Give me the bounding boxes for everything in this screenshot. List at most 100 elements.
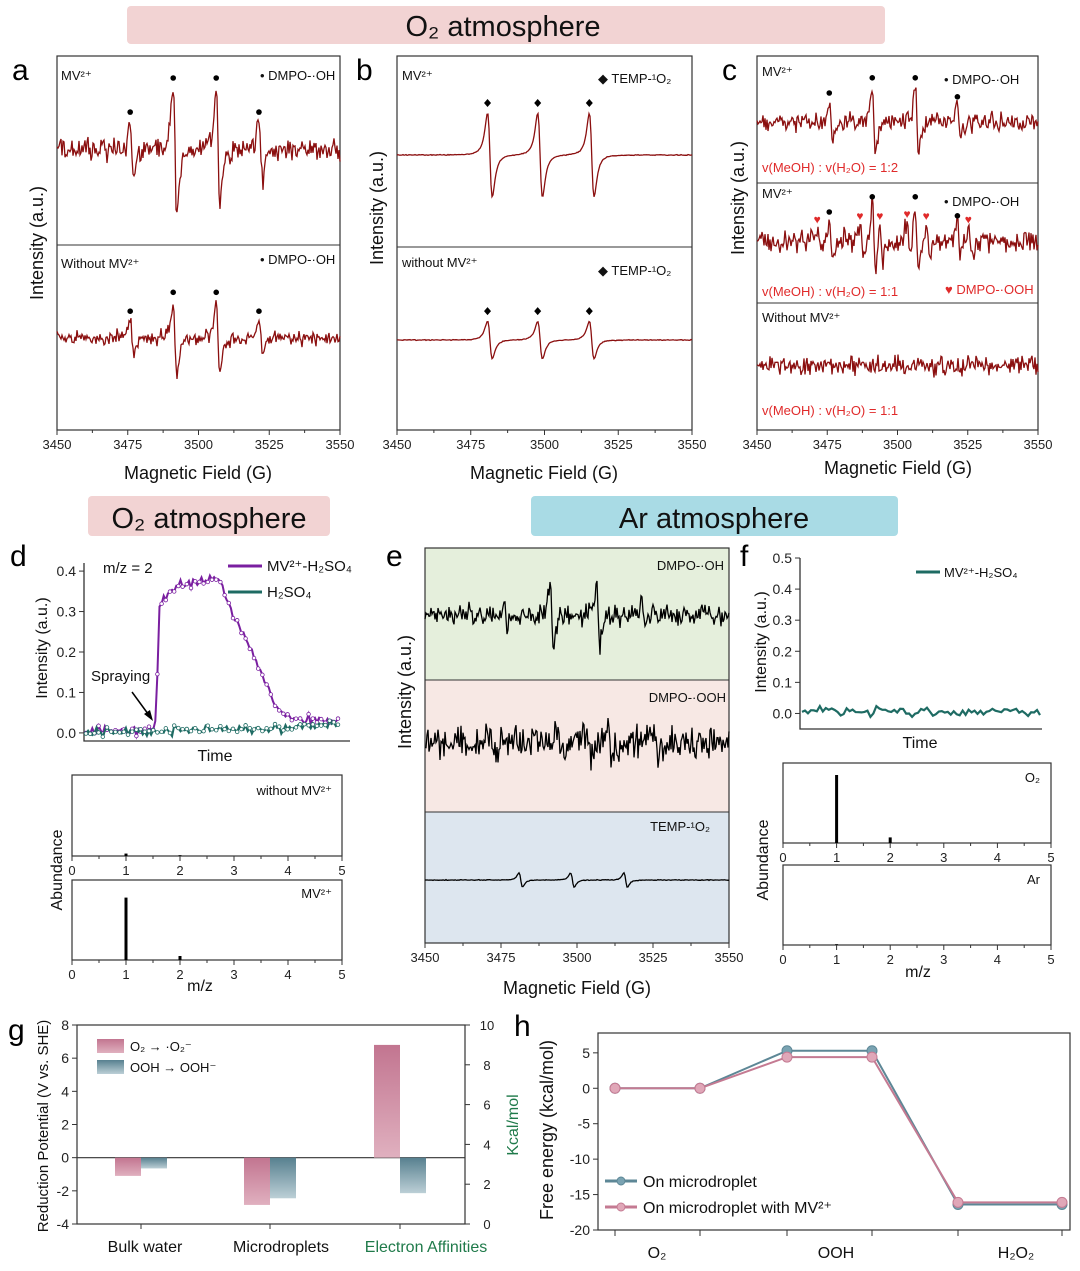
d-ms-1-bar (178, 855, 182, 856)
h-category-h2o2: H₂O₂ (998, 1245, 1034, 1262)
d-series-mv-point (163, 597, 168, 603)
f-ms-1-x-tick-label: 0 (779, 850, 786, 865)
d-ms-1-x-tick-label: 5 (338, 863, 345, 878)
c-1-label: MV²⁺ (762, 64, 793, 79)
f-y-tick-label: 0.2 (773, 643, 793, 659)
g-category-bulk-water: Bulk water (108, 1239, 183, 1256)
d-y-tick-label: 0.3 (57, 604, 77, 620)
c-1-spectrum (756, 87, 1039, 155)
plot-marks: 3450 3475 3500 3525 3550 3450 3475 3500 3525 3550… (43, 55, 1071, 1238)
e-xlabel: Magnetic Field (G) (503, 978, 651, 998)
g-y-tick-label: -4 (57, 1216, 70, 1232)
d-series-h2so4-point (277, 724, 282, 729)
h-series-mv-point (781, 1051, 793, 1063)
c-1-ratio: v(MeOH) : v(H₂O) = 1:2 (762, 160, 898, 175)
d-series-mv-point (184, 581, 189, 587)
a-bottom-label: Without MV²⁺ (61, 256, 139, 271)
d-series-h2so4-point (230, 726, 236, 732)
h-series-mv-point (952, 1196, 964, 1208)
h-ylabel: Free energy (kcal/mol) (537, 1040, 557, 1220)
e-x-tick-label: 3525 (639, 950, 668, 965)
d-axes (83, 563, 350, 742)
h-legend-marker-1 (616, 1176, 626, 1186)
d-ms-2-x-tick-label: 2 (176, 967, 183, 982)
d-series-mv-point (188, 585, 194, 591)
h-category-ooh: OOH (818, 1245, 854, 1262)
g-y-tick-label: 0 (61, 1150, 69, 1166)
f-ms-2-x-tick-label: 1 (833, 952, 840, 967)
d-series-h2so4-point (104, 725, 110, 730)
f-y-tick-label: 0.1 (773, 674, 793, 690)
f-y-tick-label: 0.4 (773, 581, 793, 597)
d-legend-h2so4: H₂SO₄ (267, 584, 311, 601)
c-2-peak-dot-icon (826, 209, 833, 215)
b-bottom-peak-diamond-icon (484, 307, 492, 316)
d-series-h2so4-point (134, 727, 139, 732)
d-ms-2-x-tick-label: 0 (68, 967, 75, 982)
d-series-mv-point (306, 711, 311, 717)
f-xlabel: Time (903, 735, 938, 752)
d-series-h2so4-point (243, 723, 248, 728)
d-series-h2so4-point (310, 722, 315, 727)
g-yright-tick-label: 8 (483, 1058, 490, 1073)
h-y-tick-label: -20 (570, 1222, 590, 1238)
d-series-h2so4-point (302, 721, 307, 727)
c-3-label: Without MV²⁺ (762, 310, 840, 325)
banner-top-text: O₂ atmosphere (405, 11, 600, 43)
d-series-h2so4-point (155, 730, 160, 735)
h-legend-marker-2 (616, 1202, 626, 1212)
g-bar-ooh (400, 1157, 426, 1194)
a-top-spectrum (56, 90, 341, 213)
c-1-legend: • DMPO-·OH (944, 72, 1019, 87)
b-x-tick-label: 3525 (604, 437, 633, 452)
d-ms-2-x-tick-label: 4 (284, 967, 291, 982)
d-series-h2so4-point (209, 727, 215, 732)
d-series-h2so4-point (293, 725, 299, 730)
f-ms-2-bar (835, 944, 839, 945)
c-2-peak-heart-icon: ♥ (814, 213, 821, 227)
d-series-h2so4-point (239, 726, 244, 732)
panel-letter-b: b (356, 54, 373, 87)
f-legend: MV²⁺-H₂SO₄ (944, 565, 1018, 580)
a-ylabel: Intensity (a.u.) (27, 186, 47, 300)
d-series-h2so4-point (281, 728, 286, 733)
a-x-tick-label: 3525 (255, 437, 284, 452)
d-ms-2-bar (124, 897, 128, 960)
d-series-h2so4-point (201, 728, 206, 734)
d-series-mv-point (230, 615, 236, 621)
g-ylabel: Reduction Potential (V vs. SHE) (35, 1020, 52, 1233)
d-series-h2so4-point (100, 734, 105, 739)
d-series-h2so4-point (213, 728, 219, 733)
d-series-h2so4-point (188, 728, 194, 734)
g-bar-ooh (270, 1157, 296, 1199)
a-x-tick-label: 3550 (326, 437, 355, 452)
f-ms-1-x-tick-label: 1 (833, 850, 840, 865)
banner-mid-right-text: Ar atmosphere (619, 503, 809, 535)
d-series-h2so4-point (96, 730, 101, 735)
c-2-peak-heart-icon: ♥ (856, 209, 863, 223)
c-2-ratio: v(MeOH) : v(H₂O) = 1:1 (762, 284, 898, 299)
a-top-peak-dot-icon (127, 109, 133, 115)
g-category-microdroplets: Microdroplets (233, 1239, 329, 1256)
panel-letter-g: g (8, 1014, 25, 1047)
a-x-tick-label: 3475 (113, 437, 142, 452)
b-top-peak-diamond-icon (534, 99, 542, 107)
e-section-tempbg (425, 812, 729, 943)
d-series-mv-point (176, 583, 181, 589)
d-ms-2-x-tick-label: 5 (338, 967, 345, 982)
c-1-peak-dot-icon (869, 75, 876, 81)
f-ms-2-x-tick-label: 0 (779, 952, 786, 967)
d-series-h2so4-point (176, 725, 181, 731)
d-series-mv-point (134, 733, 139, 739)
h-y-tick-label: -5 (578, 1116, 591, 1132)
h-legend-1: On microdroplet (643, 1174, 757, 1191)
d-series-h2so4-point (87, 731, 93, 736)
b-top-peak-diamond-icon (585, 99, 593, 107)
a-bottom-legend: • DMPO-·OH (260, 252, 335, 267)
c-2-peak-dot-icon (869, 194, 876, 200)
d-series-h2so4-point (226, 728, 231, 734)
d-series-mv-point (226, 600, 231, 606)
d-series-mv-point (319, 716, 324, 722)
f-ms-1-bar (888, 837, 892, 843)
d-series-h2so4-point (247, 725, 252, 731)
